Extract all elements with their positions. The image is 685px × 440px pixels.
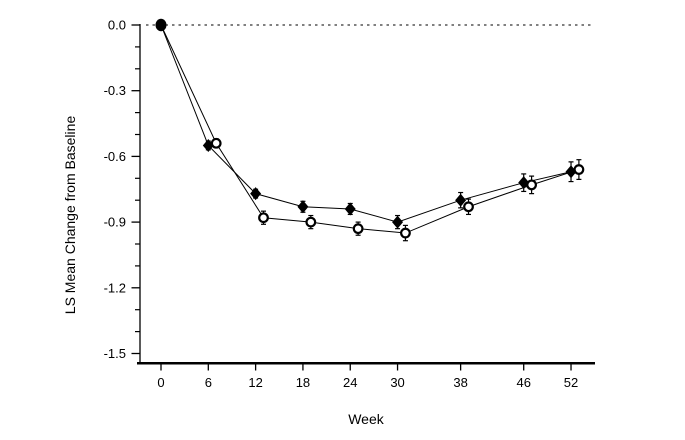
y-tick-label: -0.6 [104,149,126,164]
filled-diamond-marker [455,193,467,207]
filled-diamond-marker [344,202,356,216]
filled-diamond-marker [250,187,262,201]
x-tick-label: 24 [343,375,357,390]
y-axis-title: LS Mean Change from Baseline [62,116,78,315]
y-tick-label: -0.3 [104,83,126,98]
filled-diamond-marker [297,200,309,214]
y-tick-label: -0.9 [104,215,126,230]
open-circle-series-line [160,24,580,234]
open-circle-marker [210,137,222,149]
y-tick-label: 0.0 [108,18,126,33]
y-tick-label: -1.5 [104,346,126,361]
open-circle-marker [352,223,364,235]
open-circle-marker [305,216,317,228]
y-tick-label: -1.2 [104,280,126,295]
x-tick-label: 6 [205,375,212,390]
filled-diamond-marker [392,215,404,229]
open-circle-marker [526,179,537,191]
x-axis-title: Week [348,411,385,427]
x-tick-label: 0 [157,375,164,390]
x-tick-label: 52 [564,375,578,390]
x-tick-label: 12 [248,375,262,390]
open-circle-marker [400,227,411,239]
open-circle-marker [573,164,585,175]
x-tick-label: 18 [296,375,310,390]
open-circle-marker [258,212,269,224]
x-tick-label: 30 [390,375,404,390]
open-circle-marker [463,201,474,213]
baseline-filled-circle-marker [155,18,167,32]
x-tick-label: 38 [453,375,467,390]
x-tick-label: 46 [516,375,530,390]
